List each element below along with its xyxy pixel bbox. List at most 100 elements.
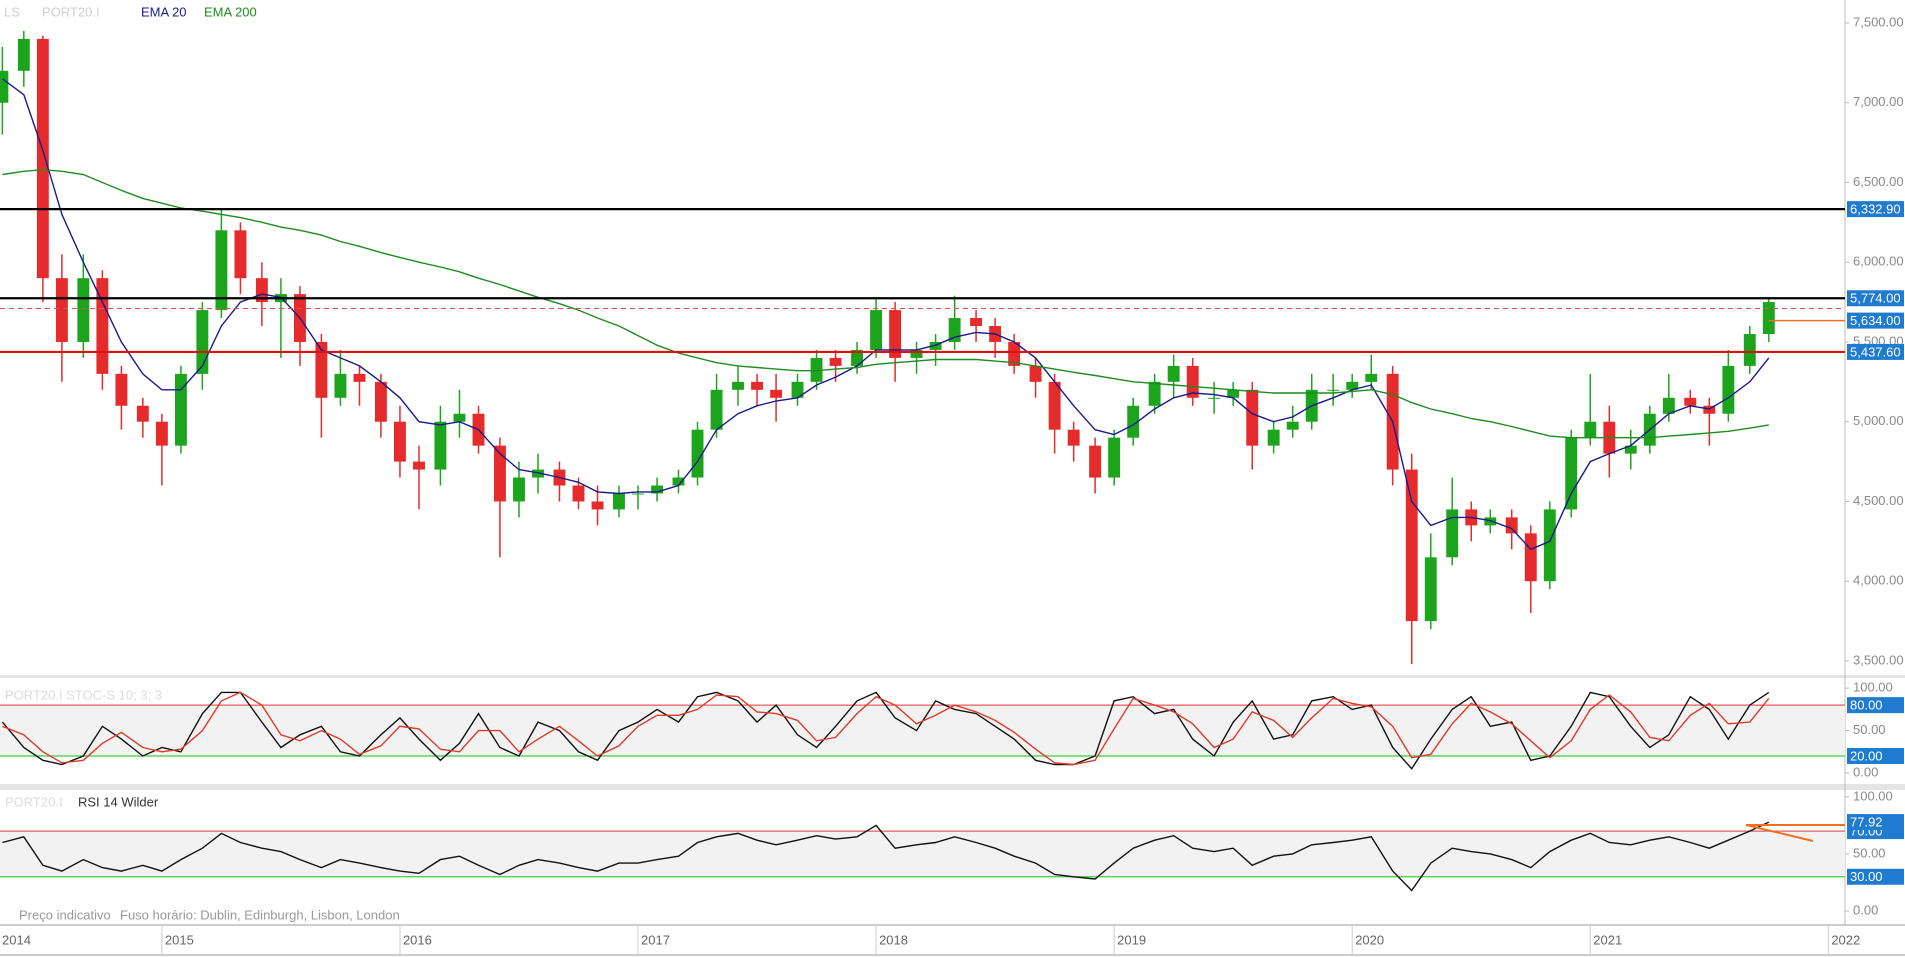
trend-line: [1745, 824, 1814, 842]
candle-body: [810, 357, 823, 382]
legend-entry: EMA 20: [141, 4, 187, 19]
level-tag-bg: [1847, 748, 1904, 765]
x-tick-label: 2022: [1831, 932, 1860, 947]
level-tag-bg: [1847, 697, 1904, 714]
level-tag-bg: [1847, 868, 1904, 885]
level-tag: 80.00: [1850, 698, 1883, 713]
y-tick-label: 4,000.00: [1853, 573, 1904, 588]
candle-body: [77, 278, 90, 342]
y-tick-label: 6,000.00: [1853, 254, 1904, 269]
candle-body: [591, 501, 604, 510]
candle-body: [255, 278, 268, 303]
level-tag-bg: [1847, 290, 1904, 307]
candle-body: [889, 310, 902, 358]
candle-body: [155, 421, 168, 446]
last-value-tag: 77.92: [1850, 814, 1883, 829]
candle-body: [393, 421, 406, 462]
y-tick-label: 7,000.00: [1853, 94, 1904, 109]
candle-body: [948, 318, 961, 342]
level-tag-bg: [1847, 343, 1904, 360]
candle-body: [413, 461, 425, 470]
candle-body: [1208, 397, 1221, 399]
candle-body: [1565, 437, 1578, 510]
indicator-title: PORT20.I STOC-S 10; 3; 3: [5, 687, 162, 702]
candle-body: [1743, 333, 1756, 366]
candle-body: [1127, 405, 1140, 438]
candle-body: [1167, 365, 1180, 382]
candle-body: [632, 493, 644, 495]
candle-body: [1662, 397, 1675, 414]
candle-body: [672, 477, 685, 486]
candle-body: [710, 389, 723, 430]
candle-body: [1365, 373, 1378, 382]
level-tag: 20.00: [1850, 748, 1883, 763]
candle-body: [353, 373, 366, 382]
y-tick-label: 0.00: [1853, 764, 1878, 779]
x-tick-label: 2019: [1117, 932, 1146, 947]
y-tick-label: 100.00: [1853, 788, 1893, 803]
candle-body: [434, 421, 447, 470]
candle-body: [870, 310, 883, 350]
candle-body: [1424, 557, 1437, 622]
panel-separator: [0, 784, 1905, 790]
symbol: PORT20.I: [5, 794, 63, 809]
candle-body: [196, 310, 209, 374]
candle-body: [1029, 365, 1042, 382]
candle-body: [55, 278, 68, 342]
candle-body: [572, 485, 585, 502]
candle-body: [929, 341, 942, 350]
panel-separator: [0, 675, 1905, 678]
y-tick-label: 50.00: [1853, 845, 1886, 860]
candle-body: [36, 38, 49, 279]
line-series: [2, 691, 1770, 766]
candle-body: [1722, 365, 1735, 414]
candle-body: [1684, 397, 1697, 406]
candle-body: [791, 381, 804, 398]
candle-body: [1048, 381, 1061, 430]
candle-body: [17, 38, 30, 71]
footer-note: Preço indicativo: [19, 907, 111, 922]
candle-body: [1008, 341, 1021, 366]
candle-body: [829, 357, 842, 366]
candle-body: [1446, 509, 1459, 558]
candle-body: [513, 477, 525, 502]
candle-body: [1186, 365, 1199, 398]
candle-body: [453, 413, 466, 422]
candle-body: [1505, 517, 1518, 534]
level-tag-bg: [1847, 201, 1904, 218]
candle-body: [1543, 509, 1556, 582]
candle-body: [1703, 405, 1716, 414]
candle-body: [651, 485, 664, 494]
y-tick-label: 6,500.00: [1853, 174, 1904, 189]
x-tick-label: 2021: [1593, 932, 1622, 947]
candle-body: [115, 373, 128, 406]
x-tick-label: 2016: [403, 932, 432, 947]
line-series: [2, 821, 1770, 892]
footer-timezone: Fuso horário: Dublin, Edinburgh, Lisbon,…: [120, 907, 400, 922]
last-price-tag: 5,634.00: [1850, 313, 1901, 328]
candle-body: [1346, 381, 1359, 390]
candle-body: [1624, 445, 1637, 454]
x-tick-label: 2014: [2, 932, 31, 947]
legend-entry: EMA 200: [204, 4, 257, 19]
candle-body: [0, 70, 9, 103]
level-tag: 6,332.90: [1850, 202, 1901, 217]
candle-body: [691, 429, 704, 478]
candle-body: [1067, 429, 1080, 446]
market: LS: [4, 4, 20, 19]
candle-body: [1108, 437, 1121, 478]
level-tag: 30.00: [1850, 869, 1883, 884]
candle-body: [174, 373, 187, 446]
x-tick-label: 2015: [165, 932, 194, 947]
x-tick-label: 2020: [1355, 932, 1384, 947]
candle-body: [1327, 389, 1340, 391]
candle-body: [970, 318, 983, 327]
line-series: [1, 78, 1770, 551]
candle-body: [613, 493, 625, 510]
candle-body: [315, 341, 328, 398]
candle-body: [1286, 421, 1299, 430]
candle-body: [1405, 469, 1418, 622]
last-value-tag-bg: [1847, 814, 1904, 831]
candle-body: [732, 381, 744, 390]
